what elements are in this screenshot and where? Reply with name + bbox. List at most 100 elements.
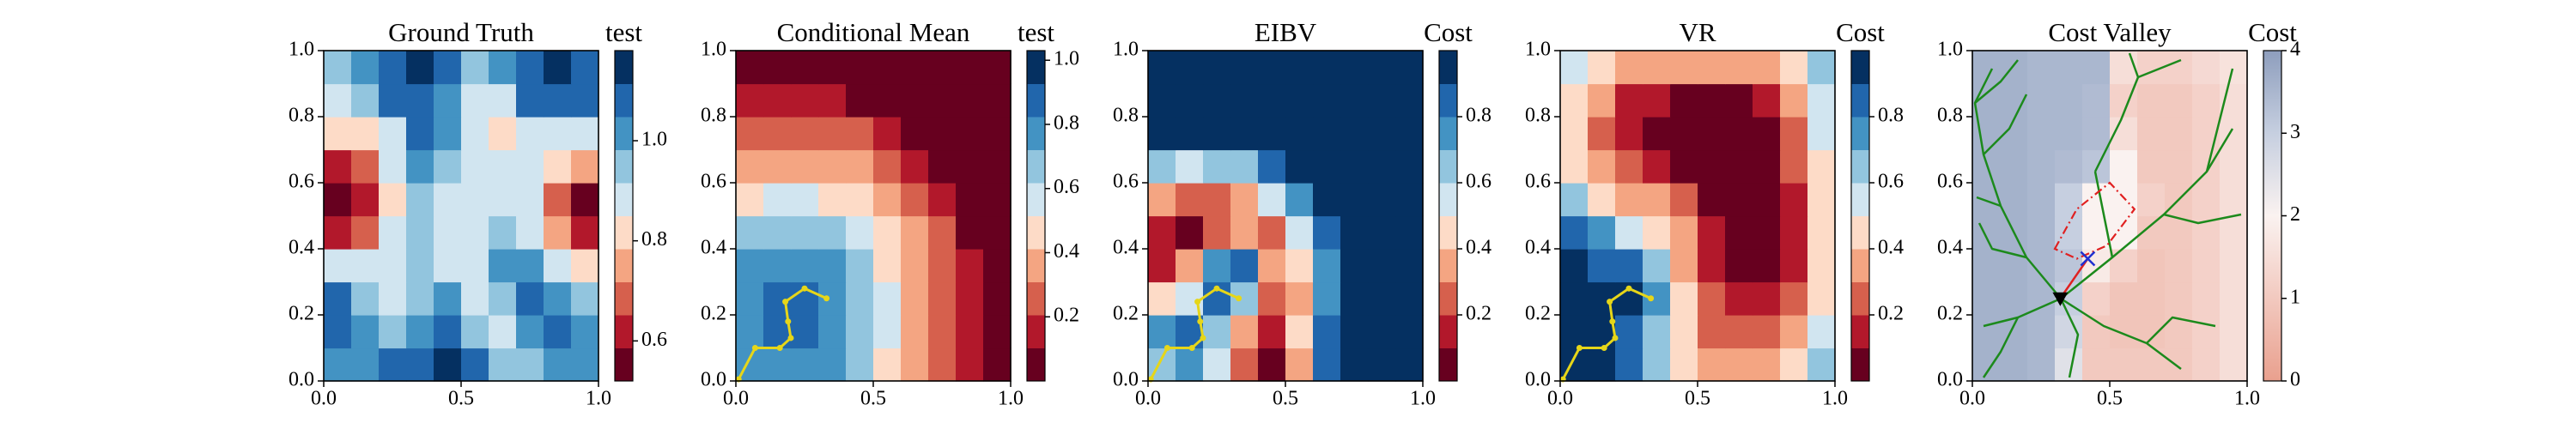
colorbar-band: [1439, 281, 1457, 316]
heatmap-cell: [1972, 281, 2001, 316]
path-point: [1197, 318, 1204, 325]
heatmap-cell: [1753, 149, 1781, 184]
colorbar-tick-label: 0: [2290, 369, 2300, 391]
colorbar-band: [1027, 281, 1045, 316]
heatmap-cell: [818, 51, 847, 85]
heatmap-cell: [2110, 249, 2138, 283]
heatmap-cell: [1285, 347, 1314, 382]
colorbar-band: [1027, 315, 1045, 348]
heatmap-cell: [2000, 149, 2028, 184]
path-point: [1601, 345, 1607, 351]
heatmap-cell: [2192, 315, 2221, 349]
y-tick-label: 0.8: [1113, 105, 1139, 127]
heatmap-cell: [1368, 281, 1396, 316]
colorbar-band: [615, 347, 633, 382]
heatmap-cell: [1753, 215, 1781, 250]
heatmap-cell: [1972, 347, 2001, 382]
heatmap-cell: [1588, 149, 1616, 184]
heatmap-cell: [1258, 83, 1286, 118]
heatmap-cell: [1560, 281, 1589, 316]
colorbar-band: [1851, 281, 1869, 316]
heatmap-cell: [1176, 249, 1204, 283]
chart-title: Ground Truth: [388, 17, 534, 47]
heatmap-cell: [461, 249, 489, 283]
heatmap-cell: [1148, 249, 1176, 283]
y-tick-label: 0.2: [1937, 303, 1963, 325]
tree-branch: [1982, 317, 2020, 378]
heatmap-cell: [1395, 281, 1424, 316]
heatmap-cell: [1698, 315, 1726, 349]
heatmap-cell: [489, 117, 517, 151]
heatmap-cell: [983, 281, 1012, 316]
heatmap-cell: [928, 347, 957, 382]
path-point: [751, 345, 758, 351]
heatmap-cell: [901, 83, 929, 118]
tree-branch: [1978, 222, 2027, 259]
heatmap-cell: [1230, 51, 1259, 85]
heatmap-cell: [1340, 117, 1369, 151]
colorbar-band: [1439, 149, 1457, 184]
heatmap-cell: [983, 83, 1012, 118]
heatmap-cell: [1615, 183, 1643, 217]
heatmap-cell: [983, 183, 1012, 217]
tree-branch: [2163, 213, 2242, 225]
heatmap-cell: [324, 281, 352, 316]
heatmap-cell: [1643, 51, 1671, 85]
heatmap-cell: [818, 215, 847, 250]
heatmap-cell: [1643, 149, 1671, 184]
heatmap-cell: [846, 347, 874, 382]
heatmap-cell: [2027, 183, 2056, 217]
heatmap-cell: [544, 249, 572, 283]
colorbar-band: [615, 183, 633, 216]
heatmap-cell: [324, 249, 352, 283]
heatmap-cell: [1670, 249, 1698, 283]
heatmap-cell: [1285, 183, 1314, 217]
heatmap-cell: [516, 83, 544, 118]
y-tick-label: 1.0: [701, 39, 726, 61]
heatmap-cell: [1670, 51, 1698, 85]
heatmap-cell: [1725, 249, 1753, 283]
heatmap-cell: [1258, 315, 1286, 349]
heatmap-cell: [2137, 83, 2166, 118]
heatmap-cell: [1753, 249, 1781, 283]
y-tick-label: 0.4: [1525, 237, 1551, 259]
heatmap-cell: [2165, 281, 2193, 316]
heatmap-cell: [1753, 315, 1781, 349]
heatmap-cell: [1258, 347, 1286, 382]
heatmap-cell: [2110, 149, 2138, 184]
heatmap-cell: [461, 183, 489, 217]
path-point: [1163, 345, 1170, 351]
region-outline: [2053, 181, 2136, 260]
heatmap-cell: [1203, 249, 1231, 283]
heatmap-cell: [1230, 149, 1259, 184]
chart-title: EIBV: [1255, 17, 1317, 47]
heatmap-cell: [1230, 215, 1259, 250]
x-tick-label: 1.0: [1410, 388, 1436, 410]
heatmap-cell: [2055, 315, 2083, 349]
path-point: [1612, 335, 1619, 341]
heatmap-cell: [406, 149, 434, 184]
heatmap-cell: [846, 215, 874, 250]
heatmap-cell: [1643, 83, 1671, 118]
heatmap-cell: [1340, 149, 1369, 184]
heatmap-cell: [956, 315, 984, 349]
colorbar-band: [1851, 249, 1869, 282]
heatmap-cell: [983, 149, 1012, 184]
heatmap-cell: [1395, 83, 1424, 118]
heatmap-cell: [1395, 215, 1424, 250]
heatmap-cell: [2220, 149, 2248, 184]
tree-branch: [1976, 196, 2002, 208]
heatmap-cell: [461, 347, 489, 382]
heatmap-cell: [1176, 215, 1204, 250]
heatmap-cell: [571, 215, 599, 250]
heatmap-cell: [1725, 183, 1753, 217]
heatmap-cell: [763, 347, 792, 382]
path-point: [1648, 295, 1655, 302]
y-tick-label: 0.0: [1525, 369, 1551, 391]
heatmap-cell: [1203, 315, 1231, 349]
heatmap-cell: [324, 83, 352, 118]
heatmap-cell: [1313, 149, 1341, 184]
heatmap-cell: [571, 183, 599, 217]
heatmap-cell: [901, 249, 929, 283]
heatmap-cell: [406, 281, 434, 316]
